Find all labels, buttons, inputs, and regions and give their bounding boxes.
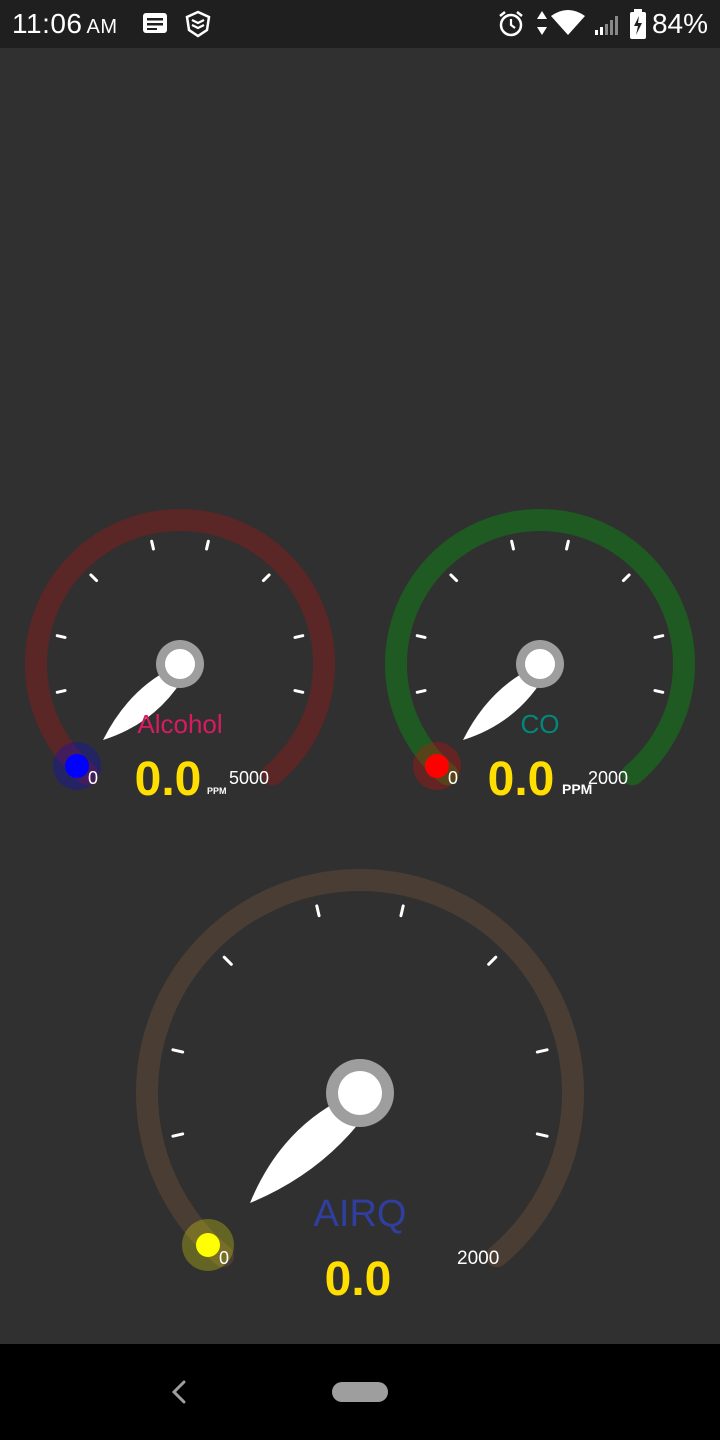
status-time: 11:06 AM xyxy=(12,8,118,40)
back-icon[interactable] xyxy=(168,1372,192,1412)
alc-tick xyxy=(150,539,155,551)
status-bar: 11:06 AM 84% xyxy=(0,0,720,48)
airq-gauge-value: 0.0 xyxy=(325,1253,392,1306)
aq-tick xyxy=(171,1132,185,1138)
data-arrows-icon xyxy=(537,11,547,35)
alc-tick xyxy=(293,689,305,694)
airq-gauge: AIRQ 0 2000 0.0 xyxy=(136,869,584,1306)
airq-gauge-min: 0 xyxy=(219,1248,229,1268)
alc-tick xyxy=(293,634,305,639)
aq-tick xyxy=(487,955,498,966)
home-pill-icon[interactable] xyxy=(332,1382,388,1402)
co-tick xyxy=(415,689,427,694)
co-tick xyxy=(653,689,665,694)
airq-gauge-indicator-dot xyxy=(196,1233,220,1257)
status-time-ampm: AM xyxy=(86,16,118,38)
alcohol-gauge-ticks xyxy=(55,539,305,694)
co-gauge-indicator-dot xyxy=(425,754,449,778)
wifi-icon xyxy=(551,10,585,35)
alcohol-gauge-hub xyxy=(165,649,195,679)
airq-gauge-ring xyxy=(136,869,584,1268)
signal-icon xyxy=(595,16,618,35)
battery-charging-icon xyxy=(630,9,646,39)
message-icon xyxy=(143,13,167,33)
co-gauge: CO 0 2000 0.0 PPM xyxy=(385,509,695,806)
aq-tick xyxy=(315,904,321,918)
alc-tick xyxy=(55,689,67,694)
co-tick xyxy=(565,539,570,551)
alcohol-gauge: Alcohol 0 5000 0.0 PPM xyxy=(25,509,335,806)
alcohol-gauge-indicator-dot xyxy=(65,754,89,778)
airq-gauge-needle xyxy=(250,1098,376,1203)
co-gauge-label: CO xyxy=(521,709,560,739)
co-gauge-min: 0 xyxy=(448,768,458,788)
battery-percent: 84% xyxy=(651,8,708,39)
alcohol-gauge-label: Alcohol xyxy=(137,709,222,739)
alcohol-gauge-unit: PPM xyxy=(207,786,227,796)
alc-tick xyxy=(205,539,210,551)
airq-gauge-hub xyxy=(338,1071,382,1115)
alcohol-gauge-value: 0.0 xyxy=(135,753,202,806)
alc-tick xyxy=(261,573,271,583)
aq-tick xyxy=(399,904,405,918)
alcohol-gauge-max: 5000 xyxy=(229,768,269,788)
gauges-area: Alcohol 0 5000 0.0 PPM CO 0 2000 0.0 PPM xyxy=(25,509,695,1306)
co-tick xyxy=(621,573,631,583)
alc-tick xyxy=(89,573,99,583)
status-time-value: 11:06 xyxy=(12,8,83,39)
airq-gauge-ticks xyxy=(171,904,549,1138)
co-tick xyxy=(449,573,459,583)
co-gauge-value: 0.0 xyxy=(488,753,555,806)
co-gauge-ticks xyxy=(415,539,665,694)
alarm-icon xyxy=(499,11,523,37)
co-gauge-unit: PPM xyxy=(562,781,592,797)
airq-gauge-max: 2000 xyxy=(457,1248,499,1269)
aq-tick xyxy=(535,1132,549,1138)
co-tick xyxy=(415,634,427,639)
co-tick xyxy=(510,539,515,551)
alcohol-gauge-needle xyxy=(103,668,188,740)
alc-tick xyxy=(55,634,67,639)
aq-tick xyxy=(535,1048,549,1054)
alcohol-gauge-ring xyxy=(25,509,335,786)
co-gauge-max: 2000 xyxy=(588,768,628,788)
shield-icon xyxy=(185,10,211,38)
main-content: Alcohol 0 5000 0.0 PPM CO 0 2000 0.0 PPM xyxy=(0,48,720,1344)
co-gauge-ring xyxy=(385,509,695,786)
aq-tick xyxy=(171,1048,185,1054)
airq-gauge-label: AIRQ xyxy=(314,1193,407,1235)
aq-tick xyxy=(222,955,233,966)
co-gauge-needle xyxy=(463,668,548,740)
alcohol-gauge-min: 0 xyxy=(88,768,98,788)
co-tick xyxy=(653,634,665,639)
co-gauge-hub xyxy=(525,649,555,679)
